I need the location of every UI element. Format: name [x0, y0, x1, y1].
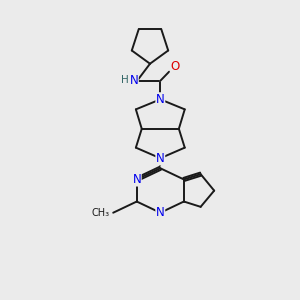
Text: O: O	[170, 60, 180, 73]
Text: N: N	[156, 206, 165, 219]
Text: H: H	[121, 75, 129, 85]
Text: N: N	[132, 173, 141, 186]
Text: N: N	[129, 74, 138, 87]
Text: N: N	[156, 93, 165, 106]
Text: N: N	[156, 152, 165, 165]
Text: CH₃: CH₃	[92, 208, 110, 218]
